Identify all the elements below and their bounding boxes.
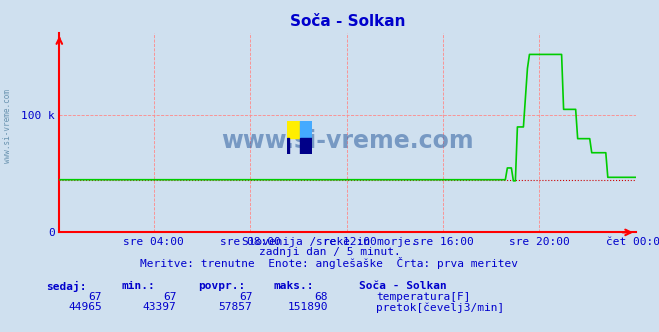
Title: Soča - Solkan: Soča - Solkan (290, 14, 405, 29)
Text: 68: 68 (315, 292, 328, 302)
Bar (301, 138, 312, 154)
Bar (287, 121, 301, 138)
Bar (287, 138, 289, 154)
Text: Meritve: trenutne  Enote: anglešaške  Črta: prva meritev: Meritve: trenutne Enote: anglešaške Črta… (140, 257, 519, 269)
Text: 43397: 43397 (143, 302, 177, 312)
Text: 151890: 151890 (288, 302, 328, 312)
Text: pretok[čevelj3/min]: pretok[čevelj3/min] (376, 302, 505, 313)
Text: 67: 67 (239, 292, 252, 302)
Text: www.si-vreme.com: www.si-vreme.com (3, 89, 13, 163)
Text: temperatura[F]: temperatura[F] (376, 292, 471, 302)
Text: maks.:: maks.: (273, 281, 314, 290)
Text: povpr.:: povpr.: (198, 281, 245, 290)
Text: 44965: 44965 (69, 302, 102, 312)
Text: sedaj:: sedaj: (46, 281, 86, 291)
Text: www.si-vreme.com: www.si-vreme.com (221, 129, 474, 153)
Text: zadnji dan / 5 minut.: zadnji dan / 5 minut. (258, 247, 401, 257)
Text: 57857: 57857 (219, 302, 252, 312)
Bar (301, 121, 312, 138)
Text: Slovenija / reke in morje.: Slovenija / reke in morje. (242, 237, 417, 247)
Text: 67: 67 (163, 292, 177, 302)
Text: min.:: min.: (122, 281, 156, 290)
Text: Soča - Solkan: Soča - Solkan (359, 281, 447, 290)
Text: 67: 67 (89, 292, 102, 302)
